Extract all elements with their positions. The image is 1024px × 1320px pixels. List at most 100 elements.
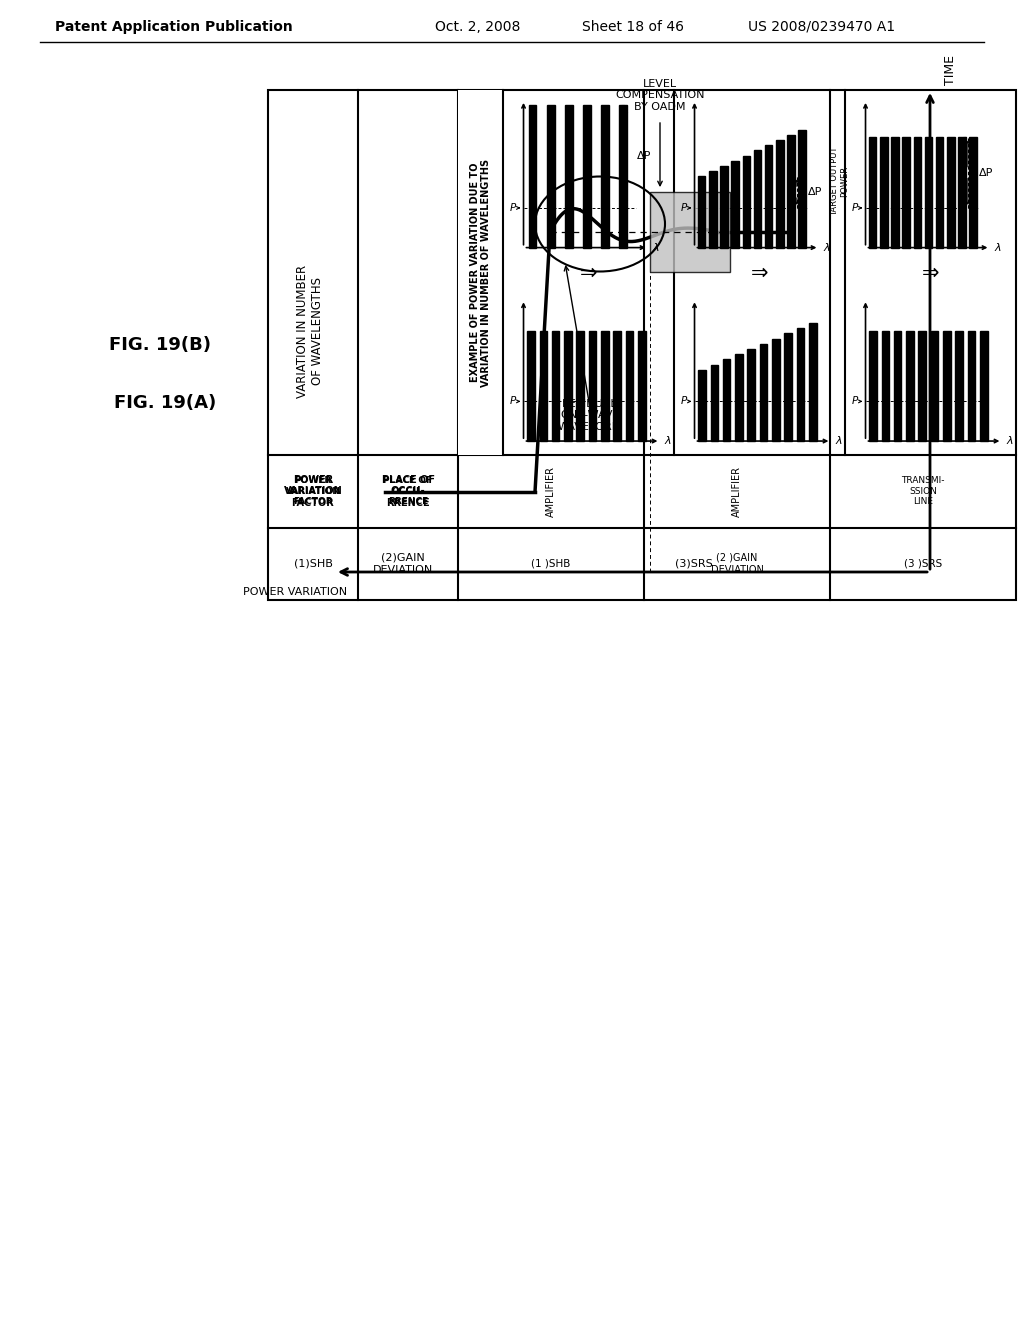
Text: λ: λ	[665, 436, 671, 446]
Text: P: P	[851, 203, 857, 213]
Bar	[880, 137, 888, 248]
Bar	[620, 106, 627, 248]
Bar	[919, 331, 926, 441]
Bar	[772, 339, 779, 441]
Text: P: P	[509, 203, 515, 213]
Bar	[787, 135, 795, 248]
Bar	[931, 331, 938, 441]
Text: P: P	[680, 396, 686, 407]
Bar	[797, 329, 804, 441]
Text: TRANSMI-
SSION
LINE: TRANSMI- SSION LINE	[901, 477, 945, 506]
Text: λ: λ	[823, 243, 830, 252]
Bar	[583, 106, 591, 248]
Bar	[754, 150, 761, 248]
Bar	[723, 359, 730, 441]
Bar	[913, 137, 921, 248]
Text: AMPLIFIER: AMPLIFIER	[546, 466, 556, 516]
Bar	[735, 354, 742, 441]
Text: λ: λ	[652, 243, 659, 252]
Text: P: P	[680, 203, 686, 213]
Bar	[955, 331, 963, 441]
Text: EXAMPLE OF POWER VARIATION DUE TO
VARIATION IN NUMBER OF WAVELENGTHS: EXAMPLE OF POWER VARIATION DUE TO VARIAT…	[470, 158, 492, 387]
Bar	[564, 331, 571, 441]
Text: ⇒: ⇒	[751, 263, 768, 282]
Text: LEVEL
COMPENSATION
BY OADM: LEVEL COMPENSATION BY OADM	[615, 79, 705, 112]
Text: POWER VARIATION: POWER VARIATION	[243, 587, 347, 597]
Text: ⇒: ⇒	[922, 263, 939, 282]
Text: (2)GAIN
DEVIATION: (2)GAIN DEVIATION	[373, 553, 433, 574]
Bar	[540, 331, 547, 441]
Bar	[891, 137, 899, 248]
Text: P: P	[509, 396, 515, 407]
Text: FIG. 19(B): FIG. 19(B)	[109, 337, 211, 354]
Text: POWER
VARIATION
FACTOR: POWER VARIATION FACTOR	[286, 477, 340, 506]
Bar	[943, 331, 950, 441]
Text: ΔP: ΔP	[808, 187, 822, 197]
Bar	[936, 137, 943, 248]
Bar	[589, 331, 596, 441]
Bar	[601, 106, 608, 248]
Bar	[698, 177, 706, 248]
Bar	[601, 331, 608, 441]
Bar	[650, 191, 730, 272]
Bar	[947, 137, 954, 248]
Bar	[882, 331, 889, 441]
Text: AMPLIFIER: AMPLIFIER	[732, 466, 742, 516]
Text: ⇒: ⇒	[580, 263, 597, 282]
Text: Patent Application Publication: Patent Application Publication	[55, 20, 293, 34]
Bar	[765, 145, 772, 248]
Bar	[565, 106, 572, 248]
Bar	[760, 343, 767, 441]
Text: ΔP: ΔP	[637, 152, 651, 161]
Text: TIME: TIME	[943, 55, 956, 84]
Bar	[529, 106, 537, 248]
Bar	[925, 137, 932, 248]
Bar	[527, 331, 535, 441]
Bar	[980, 331, 987, 441]
Bar	[577, 331, 584, 441]
Bar	[906, 331, 913, 441]
Text: FIG. 19(A): FIG. 19(A)	[114, 395, 216, 412]
Text: POWER
VARIATION
FACTOR: POWER VARIATION FACTOR	[284, 475, 342, 508]
Bar	[869, 137, 877, 248]
Bar	[552, 331, 559, 441]
Bar	[613, 331, 621, 441]
Bar	[968, 331, 975, 441]
Text: PLACE OF
OCCU-
RRENCE: PLACE OF OCCU- RRENCE	[383, 477, 432, 506]
Text: λ: λ	[836, 436, 842, 446]
Text: (1 )SHB: (1 )SHB	[531, 558, 570, 569]
Text: (3 )SRS: (3 )SRS	[904, 558, 942, 569]
Text: λ: λ	[1007, 436, 1013, 446]
Text: PLACE OF
OCCU-
RRENCE: PLACE OF OCCU- RRENCE	[382, 475, 434, 508]
Bar	[638, 331, 645, 441]
Bar	[809, 323, 816, 441]
Text: RESIDUAL
ONE-WAVE
WAVEFORM: RESIDUAL ONE-WAVE WAVEFORM	[558, 399, 623, 432]
Text: TARGET OUTPUT
POWER: TARGET OUTPUT POWER	[830, 147, 850, 216]
Bar	[711, 364, 718, 441]
Bar	[742, 156, 751, 248]
Text: (1)SHB: (1)SHB	[294, 558, 333, 569]
Text: ΔP: ΔP	[979, 168, 993, 178]
Text: Sheet 18 of 46: Sheet 18 of 46	[582, 20, 684, 34]
Text: Oct. 2, 2008: Oct. 2, 2008	[435, 20, 520, 34]
Bar	[698, 370, 706, 441]
Text: λ: λ	[994, 243, 1001, 252]
Bar	[958, 137, 966, 248]
Text: P: P	[851, 396, 857, 407]
Bar	[894, 331, 901, 441]
Text: VARIATION IN NUMBER
OF WAVELENGTHS: VARIATION IN NUMBER OF WAVELENGTHS	[296, 264, 324, 397]
Bar	[720, 166, 728, 248]
Text: (2 )GAIN
DEVIATION: (2 )GAIN DEVIATION	[711, 553, 764, 574]
Bar	[784, 334, 792, 441]
Bar	[970, 137, 977, 248]
Bar	[799, 129, 806, 248]
Bar	[731, 161, 739, 248]
Bar	[869, 331, 877, 441]
Text: (3)SRS: (3)SRS	[675, 558, 713, 569]
Text: US 2008/0239470 A1: US 2008/0239470 A1	[748, 20, 895, 34]
Bar	[709, 172, 717, 248]
Bar	[268, 90, 1016, 601]
Bar	[547, 106, 555, 248]
Bar	[748, 348, 755, 441]
Bar	[776, 140, 783, 248]
